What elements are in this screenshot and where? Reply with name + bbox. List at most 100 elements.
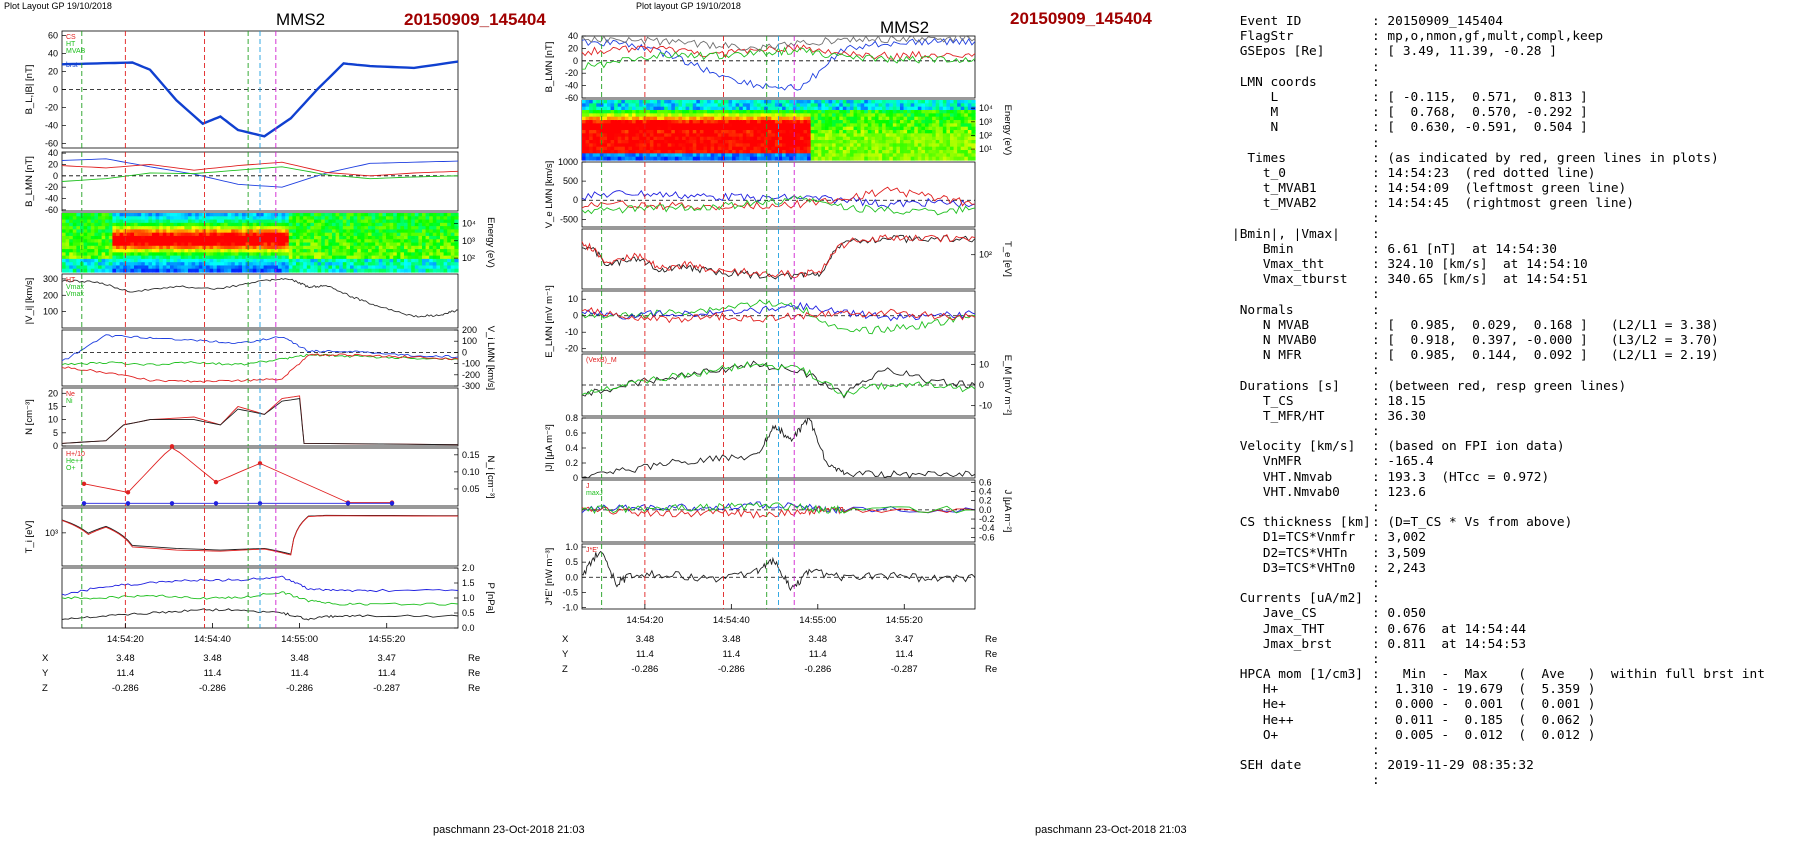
- spectrogram-cell: [310, 232, 315, 237]
- spectrogram-cell: [724, 116, 730, 121]
- spectrogram-cell: [917, 133, 923, 138]
- spectrogram-cell: [621, 123, 626, 128]
- spectrogram-cell: [849, 146, 855, 151]
- spectrogram-cell: [141, 235, 146, 240]
- spectrogram-cell: [195, 226, 200, 230]
- spectrogram-cell: [760, 116, 765, 121]
- spectrogram-cell: [935, 100, 940, 104]
- info-key: N MVAB0: [1232, 332, 1387, 348]
- y-tick-label: 10: [979, 359, 989, 369]
- y-tick-label: -0.2: [979, 514, 995, 524]
- spectrogram-cell: [724, 146, 730, 151]
- spectrogram-cell: [921, 120, 926, 124]
- spectrogram-cell: [699, 103, 705, 108]
- spectrogram-cell: [407, 229, 412, 234]
- spectrogram-cell: [155, 213, 160, 217]
- spectrogram-cell: [667, 113, 672, 118]
- spectrogram-cell: [310, 219, 315, 224]
- spectrogram-cell: [964, 140, 969, 144]
- spectrogram-cell: [400, 232, 405, 237]
- spectrogram-cell: [960, 113, 965, 118]
- spectrogram-cell: [335, 216, 340, 221]
- spectrogram-cell: [692, 136, 697, 141]
- spectrogram-cell: [778, 133, 783, 138]
- spectrogram-cell: [206, 245, 211, 250]
- spectrogram-cell: [753, 130, 758, 134]
- spectrogram-cell: [674, 136, 680, 141]
- spectrogram-cell: [828, 110, 833, 114]
- spectrogram-cell: [90, 229, 95, 234]
- spectrogram-cell: [447, 235, 452, 240]
- spectrogram-cell: [249, 255, 254, 260]
- spectrogram-cell: [108, 219, 113, 224]
- spectrogram-cell: [632, 130, 637, 134]
- spectrogram-cell: [324, 258, 329, 263]
- spectrogram-cell: [209, 219, 214, 224]
- spectrogram-cell: [839, 126, 844, 131]
- info-value: : [ 0.985, 0.144, 0.092 ] (L2/L1 = 2.19): [1372, 348, 1719, 364]
- spectrogram-cell: [617, 113, 622, 118]
- spectrogram-cell: [155, 219, 160, 224]
- spectrogram-cell: [935, 156, 940, 161]
- spectrogram-cell: [803, 110, 808, 114]
- spectrogram-cell: [87, 255, 92, 260]
- spectrogram-cell: [249, 222, 254, 227]
- spectrogram-cell: [314, 262, 319, 267]
- spectrogram-cell: [450, 219, 455, 224]
- spectrogram-cell: [296, 235, 301, 240]
- spectrogram-cell: [249, 242, 254, 247]
- spectrogram-cell: [360, 268, 365, 273]
- spectrogram-cell: [317, 255, 322, 260]
- spectrogram-cell: [778, 113, 783, 118]
- spectrogram-cell: [281, 245, 286, 250]
- spectrogram-cell: [314, 216, 319, 221]
- spectrogram-cell: [274, 242, 279, 247]
- spectrogram-cell: [126, 216, 131, 221]
- spectrogram-cell: [404, 213, 409, 217]
- spectrogram-cell: [657, 130, 662, 134]
- spectrogram-cell: [785, 133, 790, 138]
- spectrogram-cell: [177, 219, 182, 224]
- spectrogram-cell: [642, 136, 647, 141]
- spectrogram-cell: [724, 140, 730, 144]
- spectrogram-cell: [191, 213, 196, 217]
- spectrogram-cell: [674, 120, 680, 124]
- spectrogram-cell: [939, 106, 944, 111]
- spectrogram-cell: [914, 153, 919, 158]
- spectrogram-cell: [263, 239, 268, 244]
- spectrogram-cell: [724, 113, 730, 118]
- spectrogram-cell: [249, 232, 254, 237]
- spectrogram-cell: [126, 242, 131, 247]
- spectrogram-cell: [454, 262, 459, 267]
- spectrogram-cell: [760, 150, 765, 154]
- spectrogram-cell: [903, 123, 908, 128]
- y-tick-label: 5: [53, 428, 58, 438]
- spectrogram-cell: [889, 153, 894, 158]
- info-row: Event ID : 20150909_145404: [1232, 14, 1802, 29]
- spectrogram-cell: [932, 110, 937, 114]
- spectrogram-cell: [425, 258, 430, 263]
- spectrogram-cell: [69, 216, 74, 221]
- spectrogram-cell: [878, 146, 883, 151]
- spectrogram-cell: [180, 255, 185, 260]
- spectrogram-cell: [335, 219, 340, 224]
- y-tick-label: 0: [53, 441, 58, 451]
- spectrogram-cell: [649, 136, 655, 141]
- spectrogram-cell: [252, 222, 257, 227]
- spectrogram-cell: [285, 262, 290, 267]
- spectrogram-cell: [710, 136, 715, 141]
- spectrogram-cell: [296, 268, 301, 273]
- spectrogram-cell: [310, 262, 315, 267]
- spectrogram-cell: [792, 130, 797, 134]
- spectrogram-cell: [418, 265, 423, 270]
- spectrogram-cell: [454, 242, 459, 247]
- spectrogram-cell: [389, 245, 394, 250]
- spectrogram-cell: [899, 140, 905, 144]
- spectrogram-cell: [853, 123, 858, 128]
- spectrogram-cell: [599, 113, 605, 118]
- spectrogram-cell: [303, 226, 308, 230]
- spectrogram-cell: [878, 126, 883, 131]
- spectrogram-cell: [375, 216, 380, 221]
- spectrogram-cell: [101, 262, 106, 267]
- info-value: :: [1372, 74, 1380, 90]
